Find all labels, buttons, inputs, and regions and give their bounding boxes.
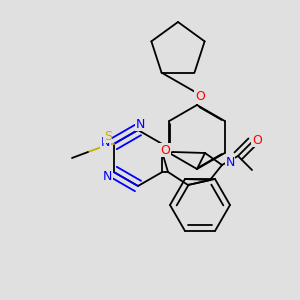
Text: O: O xyxy=(252,134,262,146)
Text: S: S xyxy=(104,130,112,142)
Text: N: N xyxy=(135,118,145,130)
Text: N: N xyxy=(101,136,110,148)
Text: O: O xyxy=(160,143,170,157)
Text: N: N xyxy=(103,170,112,184)
Text: N: N xyxy=(225,157,235,169)
Text: O: O xyxy=(195,91,205,103)
